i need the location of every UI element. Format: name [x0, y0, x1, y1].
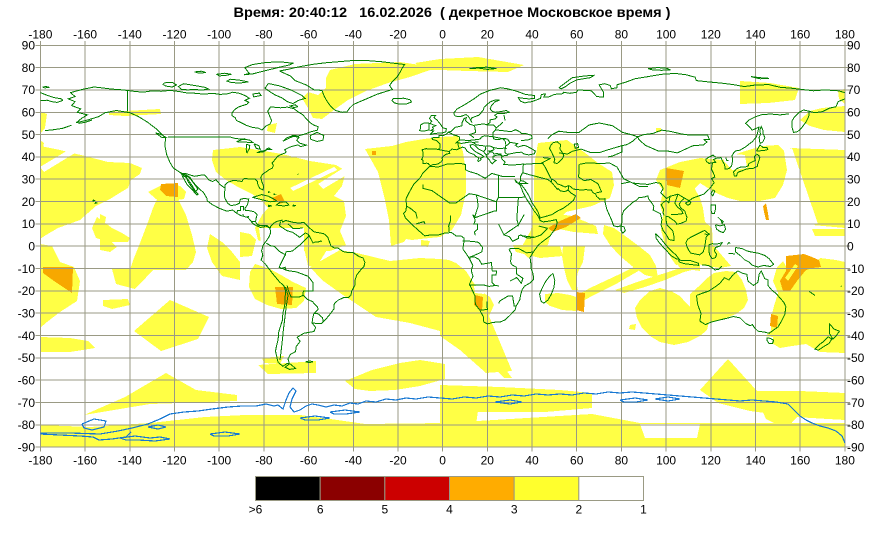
svg-text:-60: -60	[847, 373, 865, 387]
svg-text:-40: -40	[847, 329, 865, 343]
svg-text:-10: -10	[18, 262, 36, 276]
svg-text:60: 60	[570, 28, 584, 42]
svg-text:90: 90	[847, 39, 861, 53]
svg-text:-30: -30	[18, 307, 36, 321]
svg-text:-40: -40	[345, 454, 363, 468]
svg-text:0: 0	[847, 240, 854, 254]
svg-text:120: 120	[701, 454, 721, 468]
svg-text:-160: -160	[73, 454, 97, 468]
svg-text:160: 160	[790, 28, 810, 42]
svg-text:10: 10	[22, 217, 36, 231]
svg-text:>6: >6	[249, 503, 263, 517]
svg-text:1: 1	[640, 503, 647, 517]
svg-text:-100: -100	[207, 454, 231, 468]
svg-text:-10: -10	[847, 262, 865, 276]
svg-text:-60: -60	[300, 28, 318, 42]
svg-text:-70: -70	[847, 396, 865, 410]
svg-text:-90: -90	[847, 440, 865, 454]
svg-text:70: 70	[22, 83, 36, 97]
svg-text:0: 0	[439, 454, 446, 468]
svg-text:50: 50	[22, 128, 36, 142]
svg-text:90: 90	[22, 39, 36, 53]
svg-text:140: 140	[745, 454, 765, 468]
svg-text:20: 20	[481, 28, 495, 42]
svg-text:3: 3	[511, 503, 518, 517]
svg-text:-70: -70	[18, 396, 36, 410]
svg-text:-60: -60	[18, 373, 36, 387]
svg-text:100: 100	[656, 28, 676, 42]
svg-text:20: 20	[847, 195, 861, 209]
svg-text:60: 60	[847, 106, 861, 120]
svg-text:80: 80	[615, 28, 629, 42]
svg-text:-90: -90	[18, 440, 36, 454]
svg-text:-30: -30	[847, 307, 865, 321]
svg-text:-180: -180	[28, 28, 52, 42]
svg-text:-180: -180	[28, 454, 52, 468]
svg-text:2: 2	[575, 503, 582, 517]
svg-text:4: 4	[446, 503, 453, 517]
svg-text:-40: -40	[18, 329, 36, 343]
svg-text:-50: -50	[18, 351, 36, 365]
svg-text:180: 180	[835, 28, 855, 42]
svg-text:80: 80	[22, 61, 36, 75]
svg-text:-80: -80	[18, 418, 36, 432]
svg-text:50: 50	[847, 128, 861, 142]
svg-text:100: 100	[656, 454, 676, 468]
svg-text:40: 40	[847, 150, 861, 164]
svg-text:30: 30	[22, 173, 36, 187]
svg-text:-120: -120	[162, 28, 186, 42]
svg-text:40: 40	[525, 28, 539, 42]
svg-text:80: 80	[615, 454, 629, 468]
svg-text:-40: -40	[345, 28, 363, 42]
svg-text:-20: -20	[389, 454, 407, 468]
svg-text:-160: -160	[73, 28, 97, 42]
svg-text:-80: -80	[847, 418, 865, 432]
svg-text:160: 160	[790, 454, 810, 468]
svg-text:180: 180	[835, 454, 855, 468]
svg-text:60: 60	[22, 106, 36, 120]
svg-text:-60: -60	[300, 454, 318, 468]
svg-text:120: 120	[701, 28, 721, 42]
svg-text:10: 10	[847, 217, 861, 231]
svg-text:-120: -120	[162, 454, 186, 468]
svg-text:-140: -140	[118, 454, 142, 468]
svg-text:80: 80	[847, 61, 861, 75]
svg-text:-50: -50	[847, 351, 865, 365]
svg-text:-100: -100	[207, 28, 231, 42]
svg-text:40: 40	[525, 454, 539, 468]
svg-text:0: 0	[28, 240, 35, 254]
svg-text:20: 20	[22, 195, 36, 209]
svg-text:5: 5	[381, 503, 388, 517]
svg-text:-20: -20	[18, 284, 36, 298]
svg-text:60: 60	[570, 454, 584, 468]
svg-text:20: 20	[481, 454, 495, 468]
svg-text:-80: -80	[255, 28, 273, 42]
svg-text:6: 6	[317, 503, 324, 517]
svg-text:-80: -80	[255, 454, 273, 468]
svg-text:Время: 20:40:12 16.02.2026: Время: 20:40:12 16.02.2026 ( декретное М…	[234, 4, 671, 20]
svg-text:0: 0	[439, 28, 446, 42]
svg-text:140: 140	[745, 28, 765, 42]
svg-text:30: 30	[847, 173, 861, 187]
svg-text:70: 70	[847, 83, 861, 97]
svg-text:-20: -20	[847, 284, 865, 298]
svg-text:-20: -20	[389, 28, 407, 42]
svg-text:40: 40	[22, 150, 36, 164]
svg-text:-140: -140	[118, 28, 142, 42]
